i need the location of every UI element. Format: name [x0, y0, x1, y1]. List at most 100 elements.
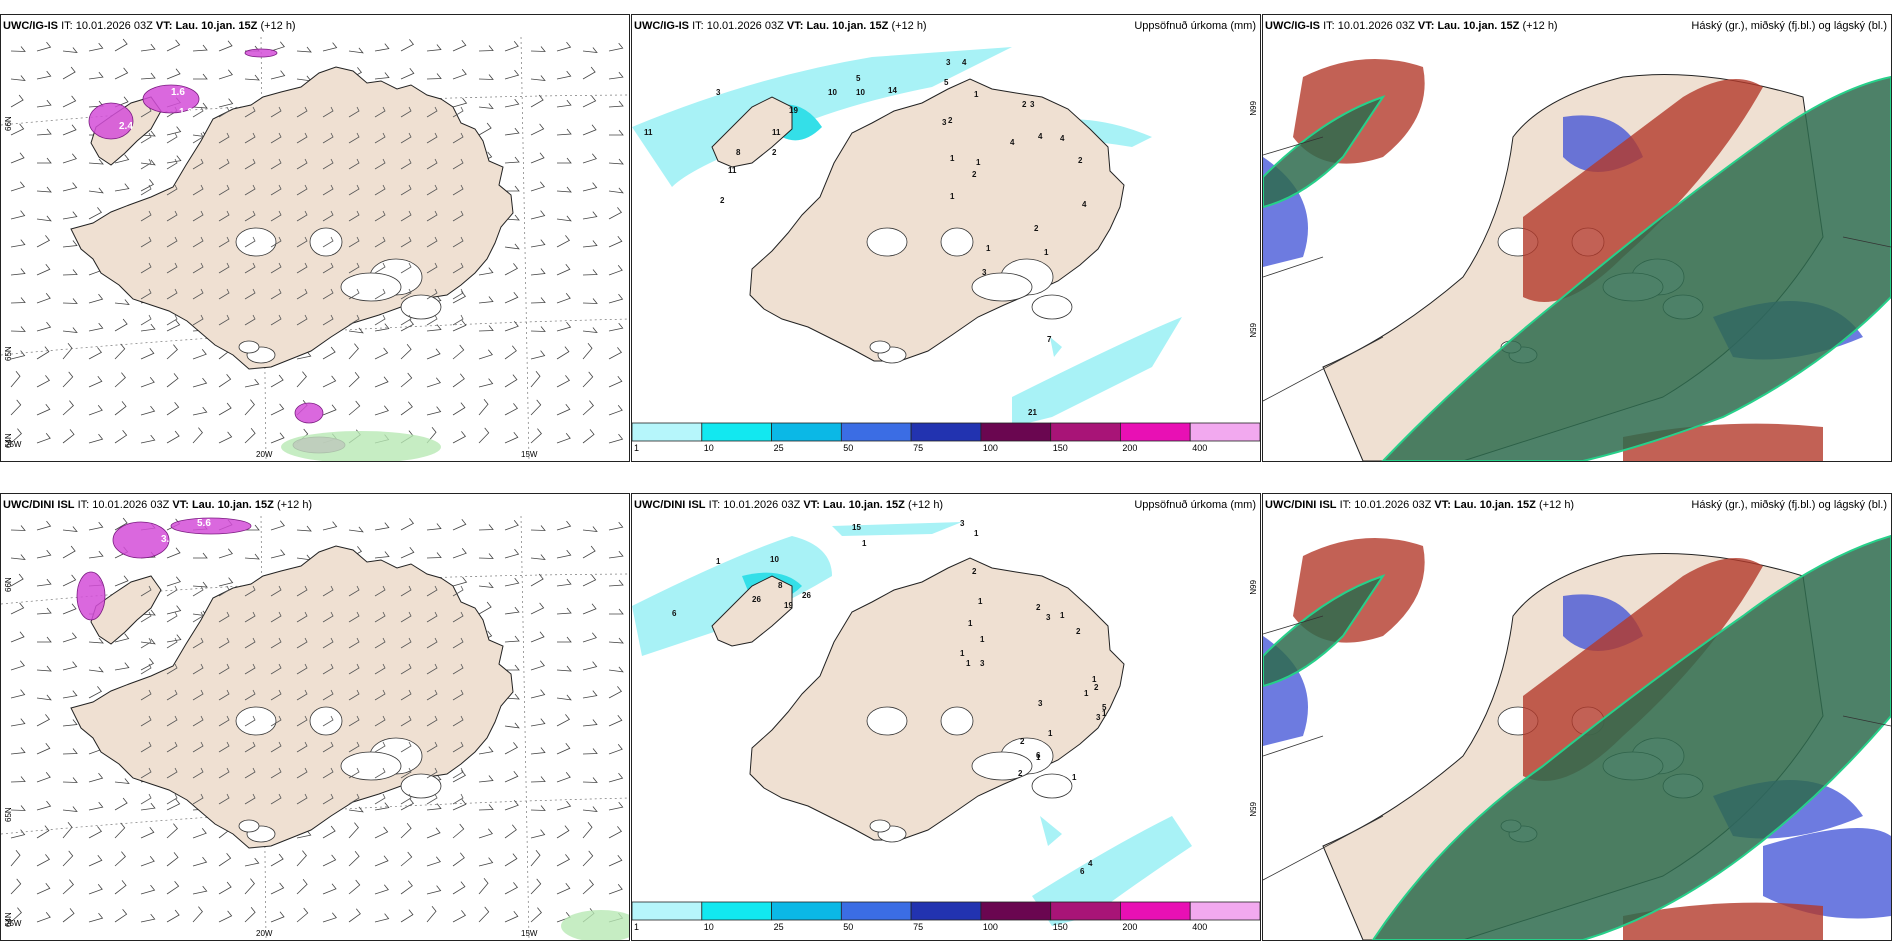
wind-barb	[556, 665, 572, 672]
wind-barb	[556, 714, 571, 727]
wind-barb	[530, 428, 542, 444]
wind-barb	[504, 263, 519, 276]
precip-value: 1	[1044, 248, 1049, 257]
high-cloud	[1381, 75, 1891, 461]
wind-barb	[166, 155, 182, 164]
wind-barb	[608, 187, 624, 194]
glacier	[866, 706, 908, 736]
wind-barb	[140, 715, 152, 727]
wind-barb	[270, 236, 282, 248]
wind-barb	[140, 827, 155, 839]
wind-barb	[478, 296, 494, 304]
wind-barb	[296, 75, 312, 82]
line	[1263, 136, 1324, 156]
wind-barb	[166, 637, 178, 649]
wind-barb	[530, 747, 546, 755]
wind-barb	[244, 428, 256, 444]
wind-barb	[608, 71, 624, 80]
wind-barb	[400, 372, 413, 388]
wind-barb	[10, 210, 26, 220]
wind-barb	[582, 343, 593, 360]
gust-area	[244, 48, 278, 58]
line	[1842, 236, 1891, 248]
wind-barb	[426, 288, 438, 300]
wind-barb	[88, 801, 104, 811]
wind-barb	[452, 547, 467, 559]
wind-barb	[166, 126, 182, 136]
wind-barb	[296, 288, 308, 300]
wind-barb	[140, 609, 156, 616]
wind-barb	[426, 906, 437, 923]
precip-value: 4	[1082, 200, 1087, 209]
wind-barb	[166, 715, 178, 727]
glacier	[971, 751, 1033, 781]
wind-barb	[374, 585, 386, 597]
wind-barb	[296, 879, 308, 895]
wind-barb	[166, 319, 181, 332]
wind-barb	[244, 158, 256, 170]
wind-barb	[504, 214, 520, 221]
line	[1263, 615, 1324, 635]
wind-barb	[348, 879, 361, 895]
wind-barb	[244, 907, 256, 923]
wind-barb	[426, 324, 442, 332]
wind-barb	[348, 236, 360, 248]
wind-barb	[270, 853, 284, 867]
wind-barb	[62, 661, 78, 671]
wind-barb	[36, 714, 51, 727]
wind-barb	[88, 71, 104, 80]
wind-barb	[348, 806, 364, 813]
wind-barb	[556, 825, 570, 839]
precip-value: 1	[950, 154, 955, 163]
wind-barb	[452, 106, 464, 118]
longitude-label: 20W	[256, 929, 273, 938]
wind-barb	[530, 850, 541, 867]
wind-barb	[166, 767, 178, 779]
wind-barb	[556, 549, 572, 559]
wind-barb	[62, 298, 78, 304]
wind-barb	[36, 694, 52, 701]
wind-barb	[322, 663, 334, 675]
wind-barb	[140, 913, 156, 923]
wind-barb	[530, 297, 546, 304]
precip-area	[1012, 317, 1182, 427]
wind-barb	[478, 399, 489, 416]
latitude-label: 65N	[4, 807, 13, 822]
precip-value: 6	[1036, 751, 1041, 760]
colorbar-label: 25	[774, 922, 784, 932]
wind-barb	[504, 742, 519, 755]
wind-barb	[218, 715, 230, 727]
wind-barb	[348, 715, 360, 727]
model-name: UWC/DINI ISL	[634, 499, 706, 511]
precip-value: 3	[982, 268, 987, 277]
wind-barb	[244, 878, 255, 895]
latitude-label: 65N	[4, 346, 13, 361]
wind-barb	[478, 378, 494, 388]
wind-barb	[504, 156, 520, 164]
precip-value: 4	[1038, 132, 1043, 141]
wind-barb	[504, 722, 520, 729]
wind-barb	[505, 664, 520, 671]
wind-barb	[36, 292, 51, 304]
wind-barb	[296, 793, 308, 805]
wind-barb	[166, 793, 178, 805]
high-cloud	[1263, 574, 1386, 688]
precip-value: 11	[644, 128, 653, 137]
wind-barb	[582, 879, 594, 895]
wind-barb	[452, 236, 464, 248]
wind-chart-panel-ig: UWC/IG-IS IT: 10.01.2026 03Z VT: Lau. 10…	[0, 14, 630, 462]
colorbar-label: 400	[1192, 443, 1207, 453]
cloud-chart-panel-dini: UWC/DINI ISL IT: 10.01.2026 03Z VT: Lau.…	[1262, 493, 1892, 941]
wind-barb	[478, 349, 493, 360]
wind-barb	[140, 376, 155, 388]
wind-barb	[400, 823, 412, 839]
wind-barb	[348, 526, 364, 533]
wind-barb	[166, 585, 178, 597]
precip-value: 5	[1102, 703, 1107, 712]
colorbar-segment	[1050, 901, 1121, 921]
precip-value: 4	[1010, 138, 1015, 147]
valid-time: Lau. 10.jan. 15Z	[1437, 20, 1520, 32]
longitude-line	[520, 37, 530, 461]
colorbar-label: 1	[634, 443, 639, 453]
wind-barb	[608, 347, 623, 360]
